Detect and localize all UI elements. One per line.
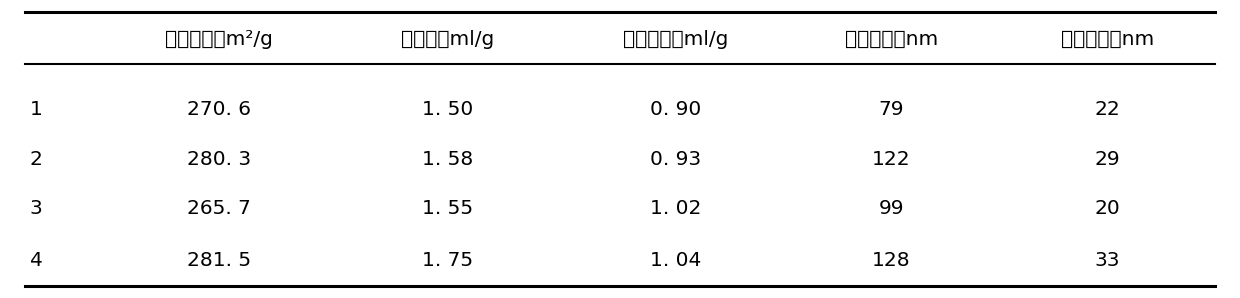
Text: 22: 22 xyxy=(1095,100,1121,119)
Text: 3: 3 xyxy=(30,199,42,218)
Text: 270. 6: 270. 6 xyxy=(187,100,250,119)
Text: 介孔孔径，nm: 介孔孔径，nm xyxy=(1061,30,1154,49)
Text: 1. 58: 1. 58 xyxy=(422,150,472,169)
Text: 33: 33 xyxy=(1095,251,1121,270)
Text: 比表面积，m²/g: 比表面积，m²/g xyxy=(165,30,273,49)
Text: 4: 4 xyxy=(30,251,43,270)
Text: 1. 55: 1. 55 xyxy=(422,199,472,218)
Text: 1. 04: 1. 04 xyxy=(650,251,702,270)
Text: 128: 128 xyxy=(872,251,911,270)
Text: 1. 50: 1. 50 xyxy=(422,100,472,119)
Text: 2: 2 xyxy=(30,150,43,169)
Text: 大孔孔容，ml/g: 大孔孔容，ml/g xyxy=(622,30,728,49)
Text: 1: 1 xyxy=(30,100,43,119)
Text: 265. 7: 265. 7 xyxy=(187,199,250,218)
Text: 20: 20 xyxy=(1095,199,1121,218)
Text: 122: 122 xyxy=(872,150,911,169)
Text: 0. 90: 0. 90 xyxy=(650,100,701,119)
Text: 1. 75: 1. 75 xyxy=(422,251,472,270)
Text: 281. 5: 281. 5 xyxy=(187,251,250,270)
Text: 79: 79 xyxy=(879,100,904,119)
Text: 280. 3: 280. 3 xyxy=(187,150,250,169)
Text: 1. 02: 1. 02 xyxy=(650,199,702,218)
Text: 大孔孔径，nm: 大孔孔径，nm xyxy=(844,30,939,49)
Text: 29: 29 xyxy=(1095,150,1121,169)
Text: 99: 99 xyxy=(879,199,904,218)
Text: 总孔容，ml/g: 总孔容，ml/g xyxy=(401,30,494,49)
Text: 0. 93: 0. 93 xyxy=(650,150,701,169)
